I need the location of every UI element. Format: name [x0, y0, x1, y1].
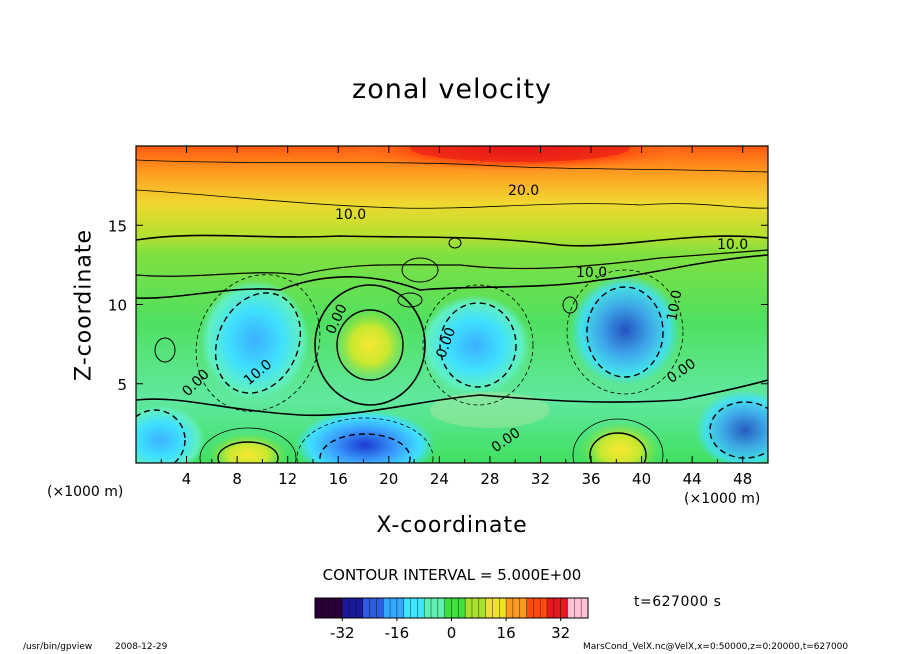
- colorbar-cell: [458, 598, 466, 618]
- colorbar-cell: [478, 598, 487, 618]
- x-tick-label: 36: [581, 470, 600, 488]
- y-tick-label: 5: [117, 376, 127, 394]
- x-tick-label: 16: [329, 470, 348, 488]
- chart-title: zonal velocity: [352, 74, 552, 105]
- colorbar-cell: [574, 598, 582, 618]
- colorbar-cell: [424, 598, 432, 618]
- x-tick-label: 8: [232, 470, 242, 488]
- contour-interval: CONTOUR INTERVAL = 5.000E+00: [322, 566, 582, 584]
- colorbar-cell: [328, 598, 336, 618]
- colorbar-cell: [444, 598, 452, 618]
- colorbar-cell: [349, 598, 357, 618]
- colorbar-cell: [499, 598, 507, 618]
- contour-label: 20.0: [508, 183, 539, 199]
- heatmap-field: [136, 146, 768, 463]
- colorbar-tick-label: -16: [385, 624, 410, 642]
- y-axis: 5 10 15: [108, 217, 768, 394]
- colorbar-cell: [437, 598, 446, 618]
- colorbar-cell: [465, 598, 473, 618]
- colorbar-cell: [471, 598, 480, 618]
- y-tick-label: 10: [108, 297, 127, 315]
- colorbar-cell: [485, 598, 493, 618]
- colorbar-cell: [335, 598, 343, 618]
- colorbar-cell: [431, 598, 439, 618]
- y-axis-label: Z-coordinate: [71, 229, 97, 381]
- colorbar-cell: [526, 598, 534, 618]
- colorbar-cell: [581, 598, 589, 618]
- colorbar-cell: [512, 598, 521, 618]
- x-tick-label: 32: [531, 470, 550, 488]
- x-tick-label: 40: [632, 470, 651, 488]
- colorbar-cell: [403, 598, 411, 618]
- x-tick-label: 48: [733, 470, 752, 488]
- date-label: 2008-12-29: [115, 642, 168, 652]
- time-label: t=627000 s: [634, 594, 722, 610]
- colorbar-cell: [410, 598, 418, 618]
- contour-label: 10.0: [664, 289, 685, 322]
- file-info: MarsCond_VelX.nc@VelX,x=0:50000,z=0:2000…: [583, 642, 849, 652]
- colorbar-cell: [540, 598, 548, 618]
- colorbar-cell: [567, 598, 575, 618]
- x-tick-label: 4: [182, 470, 192, 488]
- colorbar-cell: [560, 598, 568, 618]
- x-tick-label: 20: [379, 470, 398, 488]
- colorbar-tick-label: 0: [447, 624, 457, 642]
- y-tick-label: 15: [108, 217, 127, 235]
- x-axis-label: X-coordinate: [376, 513, 528, 538]
- program-path: /usr/bin/gpview: [23, 642, 93, 652]
- x-axis: 4 8 12 16 20 24 28 32 36 40 44 48: [160, 146, 752, 488]
- x-tick-label: 28: [480, 470, 499, 488]
- colorbar-cell: [321, 598, 330, 618]
- colorbar-cell: [519, 598, 527, 618]
- x-tick-label: 12: [278, 470, 297, 488]
- colorbar-cell: [492, 598, 500, 618]
- colorbar-cell: [506, 598, 514, 618]
- contour-label: 10.0: [576, 265, 607, 281]
- colorbar-cell: [417, 598, 425, 618]
- colorbar-cell: [315, 598, 323, 618]
- contour-label: 10.0: [717, 237, 748, 253]
- x-tick-label: 44: [683, 470, 702, 488]
- colorbar-cell: [355, 598, 364, 618]
- colorbar-cell: [553, 598, 562, 618]
- colorbar-cell: [362, 598, 370, 618]
- colorbar-cell: [533, 598, 541, 618]
- x-tick-label: 24: [430, 470, 449, 488]
- contour-label: 10.0: [335, 207, 366, 223]
- colorbar-cell: [547, 598, 555, 618]
- colorbar-cell: [369, 598, 377, 618]
- colorbar-cell: [383, 598, 391, 618]
- x-unit-right: (×1000 m): [684, 491, 761, 507]
- colorbar-cell: [376, 598, 384, 618]
- x-unit-left: (×1000 m): [47, 484, 124, 500]
- colorbar-cell: [390, 598, 398, 618]
- colorbar: -32 -16 0 16 32: [314, 597, 589, 642]
- colorbar-cell: [451, 598, 459, 618]
- colorbar-cell: [396, 598, 405, 618]
- colorbar-tick-label: -32: [330, 624, 355, 642]
- colorbar-cell: [342, 598, 350, 618]
- colorbar-tick-label: 32: [551, 624, 570, 642]
- colorbar-tick-label: 16: [497, 624, 516, 642]
